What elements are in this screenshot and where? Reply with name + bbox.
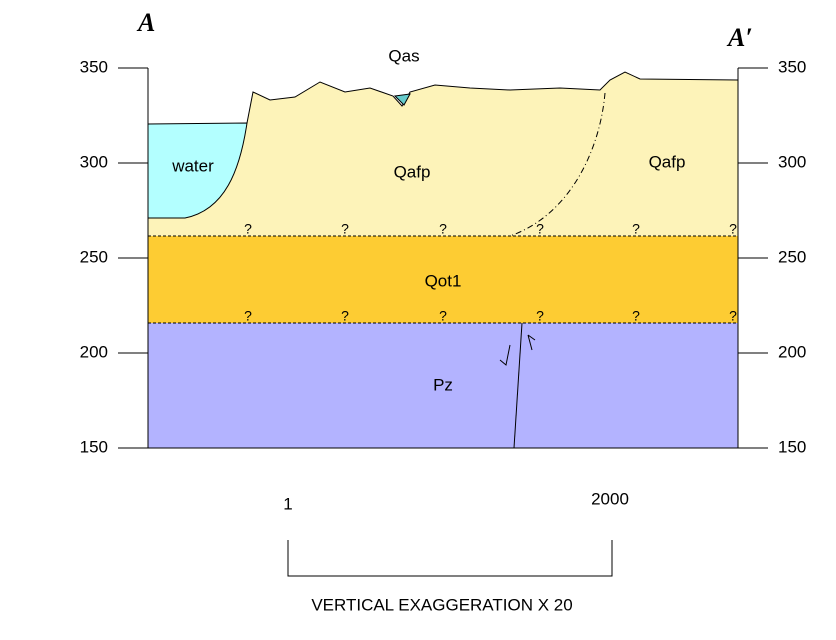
scale-caption: VERTICAL EXAGGERATION X 20: [311, 595, 572, 614]
contact-query: ?: [536, 221, 544, 237]
inferred-contact: [509, 92, 606, 237]
end-label: A′: [726, 23, 753, 52]
unit-label: water: [171, 156, 214, 175]
water-body: [147, 122, 248, 219]
fault: [513, 322, 523, 449]
elevation-label: 350: [80, 57, 108, 76]
qot1-unit: [148, 236, 738, 323]
elevation-label: 200: [778, 342, 806, 361]
qafp-unit: [148, 72, 738, 236]
unit-label: Qot1: [425, 271, 462, 290]
unit-label: Pz: [433, 375, 453, 394]
contact-query: ?: [244, 221, 252, 237]
contact-query: ?: [729, 221, 737, 237]
contact-query: ?: [341, 221, 349, 237]
contact-query: ?: [439, 308, 447, 324]
contact-query: ?: [536, 308, 544, 324]
elevation-label: 150: [778, 437, 806, 456]
elevation-label: 350: [778, 57, 806, 76]
elevation-label: 300: [80, 152, 108, 171]
elevation-label: 250: [778, 247, 806, 266]
ground-surface: [246, 71, 739, 124]
scale-label: 1: [283, 494, 292, 513]
pz-unit: [148, 323, 738, 448]
contact-query: ?: [244, 308, 252, 324]
unit-label: Qas: [388, 46, 419, 65]
qas-unit: [393, 93, 411, 106]
contact-query: ?: [439, 221, 447, 237]
scale-bar: [287, 540, 613, 577]
fault-arrows: [499, 334, 536, 366]
contact-query: ?: [632, 308, 640, 324]
contact-query: ?: [341, 308, 349, 324]
elevation-label: 150: [80, 437, 108, 456]
contact-query: ?: [632, 221, 640, 237]
elevation-label: 300: [778, 152, 806, 171]
contact-query: ?: [729, 308, 737, 324]
unit-label: Qafp: [649, 152, 686, 171]
start-label: A: [136, 8, 155, 37]
scale-label: 2000: [591, 489, 629, 508]
unit-label: Qafp: [394, 162, 431, 181]
elevation-label: 250: [80, 247, 108, 266]
elevation-label: 200: [80, 342, 108, 361]
